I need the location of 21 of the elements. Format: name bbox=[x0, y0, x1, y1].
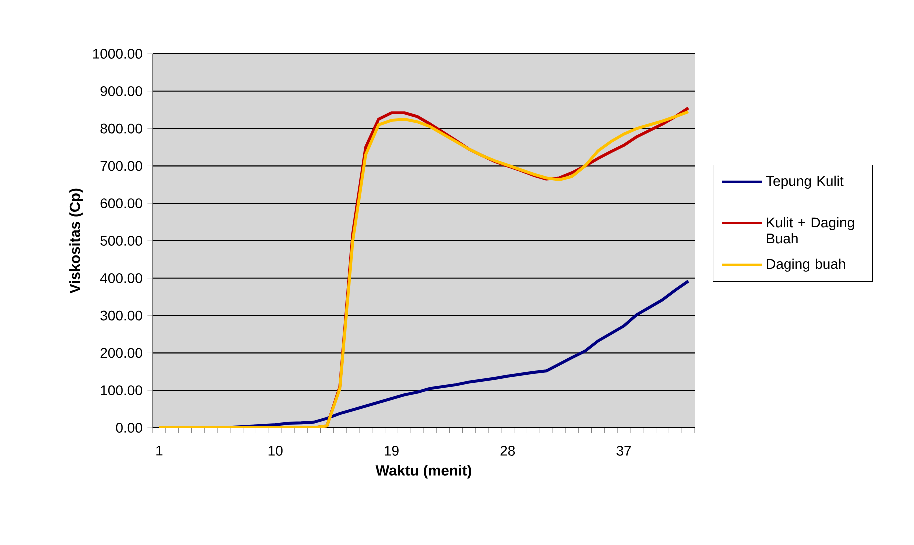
y-tick-label: 0.00 bbox=[116, 423, 142, 433]
y-tick-label: 700.00 bbox=[100, 161, 142, 172]
x-tick-label: 28 bbox=[500, 446, 516, 456]
legend-label: Kulit + Daging Buah bbox=[767, 217, 854, 244]
y-tick-label: 300.00 bbox=[100, 310, 142, 321]
legend-label: Daging buah bbox=[767, 258, 846, 272]
x-tick-label: 19 bbox=[385, 446, 399, 456]
y-tick-label: 600.00 bbox=[100, 198, 142, 209]
y-tick-label: 200.00 bbox=[100, 348, 142, 358]
y-tick-label: 400.00 bbox=[100, 273, 142, 284]
legend-label: Tepung Kulit bbox=[766, 176, 844, 189]
x-tick-label: 1 bbox=[156, 446, 163, 456]
x-tick-label: 10 bbox=[268, 446, 283, 456]
y-axis-title: Viskositas (Cp) bbox=[70, 188, 84, 294]
y-tick-label: 500.00 bbox=[100, 236, 142, 246]
x-axis-title: Waktu (menit) bbox=[376, 465, 472, 479]
y-tick-label: 1000.00 bbox=[93, 49, 142, 59]
x-tick-label: 37 bbox=[616, 446, 632, 456]
y-tick-label: 800.00 bbox=[100, 124, 142, 134]
y-tick-label: 100.00 bbox=[101, 386, 142, 396]
y-tick-label: 900.00 bbox=[100, 86, 142, 96]
